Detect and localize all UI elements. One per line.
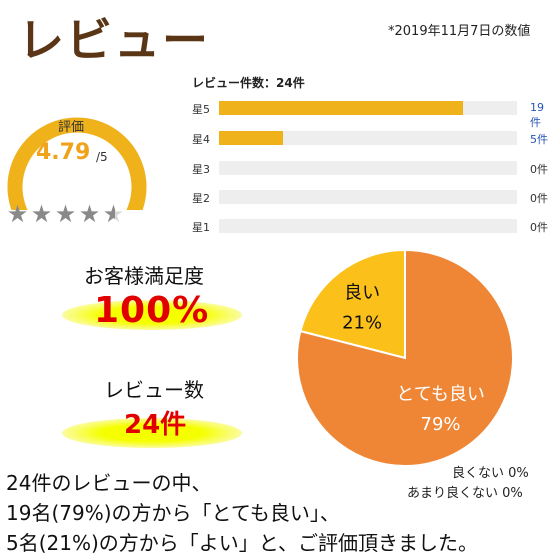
bar-track: [219, 190, 517, 204]
satisfaction-value: 100%: [94, 290, 210, 331]
bar-label: 星2: [192, 192, 210, 205]
bar-count: 0件: [530, 163, 548, 176]
satisfaction-pie-chart: 良い 21% とても良い 79%: [296, 248, 514, 467]
satisfaction-label: お客様満足度: [84, 264, 204, 288]
gauge-arc: [7, 117, 147, 210]
rating-bar-row: 星1 0件: [192, 218, 552, 234]
pie-slice: [299, 248, 406, 360]
star-icon: ★: [30, 200, 54, 228]
pie-label: 良い: [344, 283, 380, 304]
bar-count: 0件: [530, 192, 548, 205]
rating-label: 評価: [58, 120, 85, 135]
date-note: *2019年11月7日の数値: [388, 24, 531, 39]
review-count-label: レビュー数: [104, 378, 204, 402]
legend-not-good: 良くない 0%: [452, 466, 529, 481]
pie-value-label: 21%: [342, 313, 382, 334]
summary-line: 5名(21%)の方から「よい」と、ご評価頂きました。: [6, 531, 478, 555]
bar-count-link[interactable]: 19件: [530, 101, 544, 129]
star-half-icon: ★: [102, 200, 126, 228]
bar-count: 0件: [530, 221, 548, 234]
rating-gauge: [7, 117, 147, 210]
bar-label: 星4: [192, 133, 210, 146]
bar-track: [219, 101, 517, 115]
bar-track: [219, 161, 517, 175]
pie-label: とても良い: [396, 384, 485, 405]
bar-label: 星3: [192, 163, 210, 176]
bar-fill: [219, 131, 284, 145]
bar-fill: [219, 101, 464, 115]
rating-bar-row: 星2 0件: [192, 189, 552, 205]
review-count-highlight: [62, 418, 242, 448]
review-count-value: 24件: [124, 410, 187, 440]
summary-line: 24件のレビューの中、: [6, 471, 212, 495]
pie-value-label: 79%: [421, 414, 461, 435]
rating-max: /5: [96, 150, 108, 164]
pie-slice: [296, 248, 514, 467]
review-count-title: レビュー件数：24件: [192, 76, 305, 90]
bar-label: 星1: [192, 221, 210, 234]
rating-value: 4.79: [36, 140, 91, 165]
bar-label: 星5: [192, 103, 210, 116]
satisfaction-highlight: [62, 300, 242, 330]
rating-bar-row: 星3 0件: [192, 160, 552, 176]
page-title: レビュー: [18, 13, 210, 67]
rating-bar-row: 星5 19件: [192, 100, 552, 129]
bar-track: [219, 219, 517, 233]
star-icon: ★: [6, 200, 30, 228]
summary-line: 19名(79%)の方から「とても良い」、: [6, 501, 340, 525]
star-icon: ★: [54, 200, 78, 228]
star-icon: ★: [78, 200, 102, 228]
star-rating: ★★★★★: [6, 200, 126, 228]
bar-track: [219, 131, 517, 145]
bar-count-link[interactable]: 5件: [530, 133, 548, 146]
legend-not-very-good: あまり良くない 0%: [407, 486, 523, 501]
rating-bar-row: 星4 5件: [192, 130, 552, 146]
